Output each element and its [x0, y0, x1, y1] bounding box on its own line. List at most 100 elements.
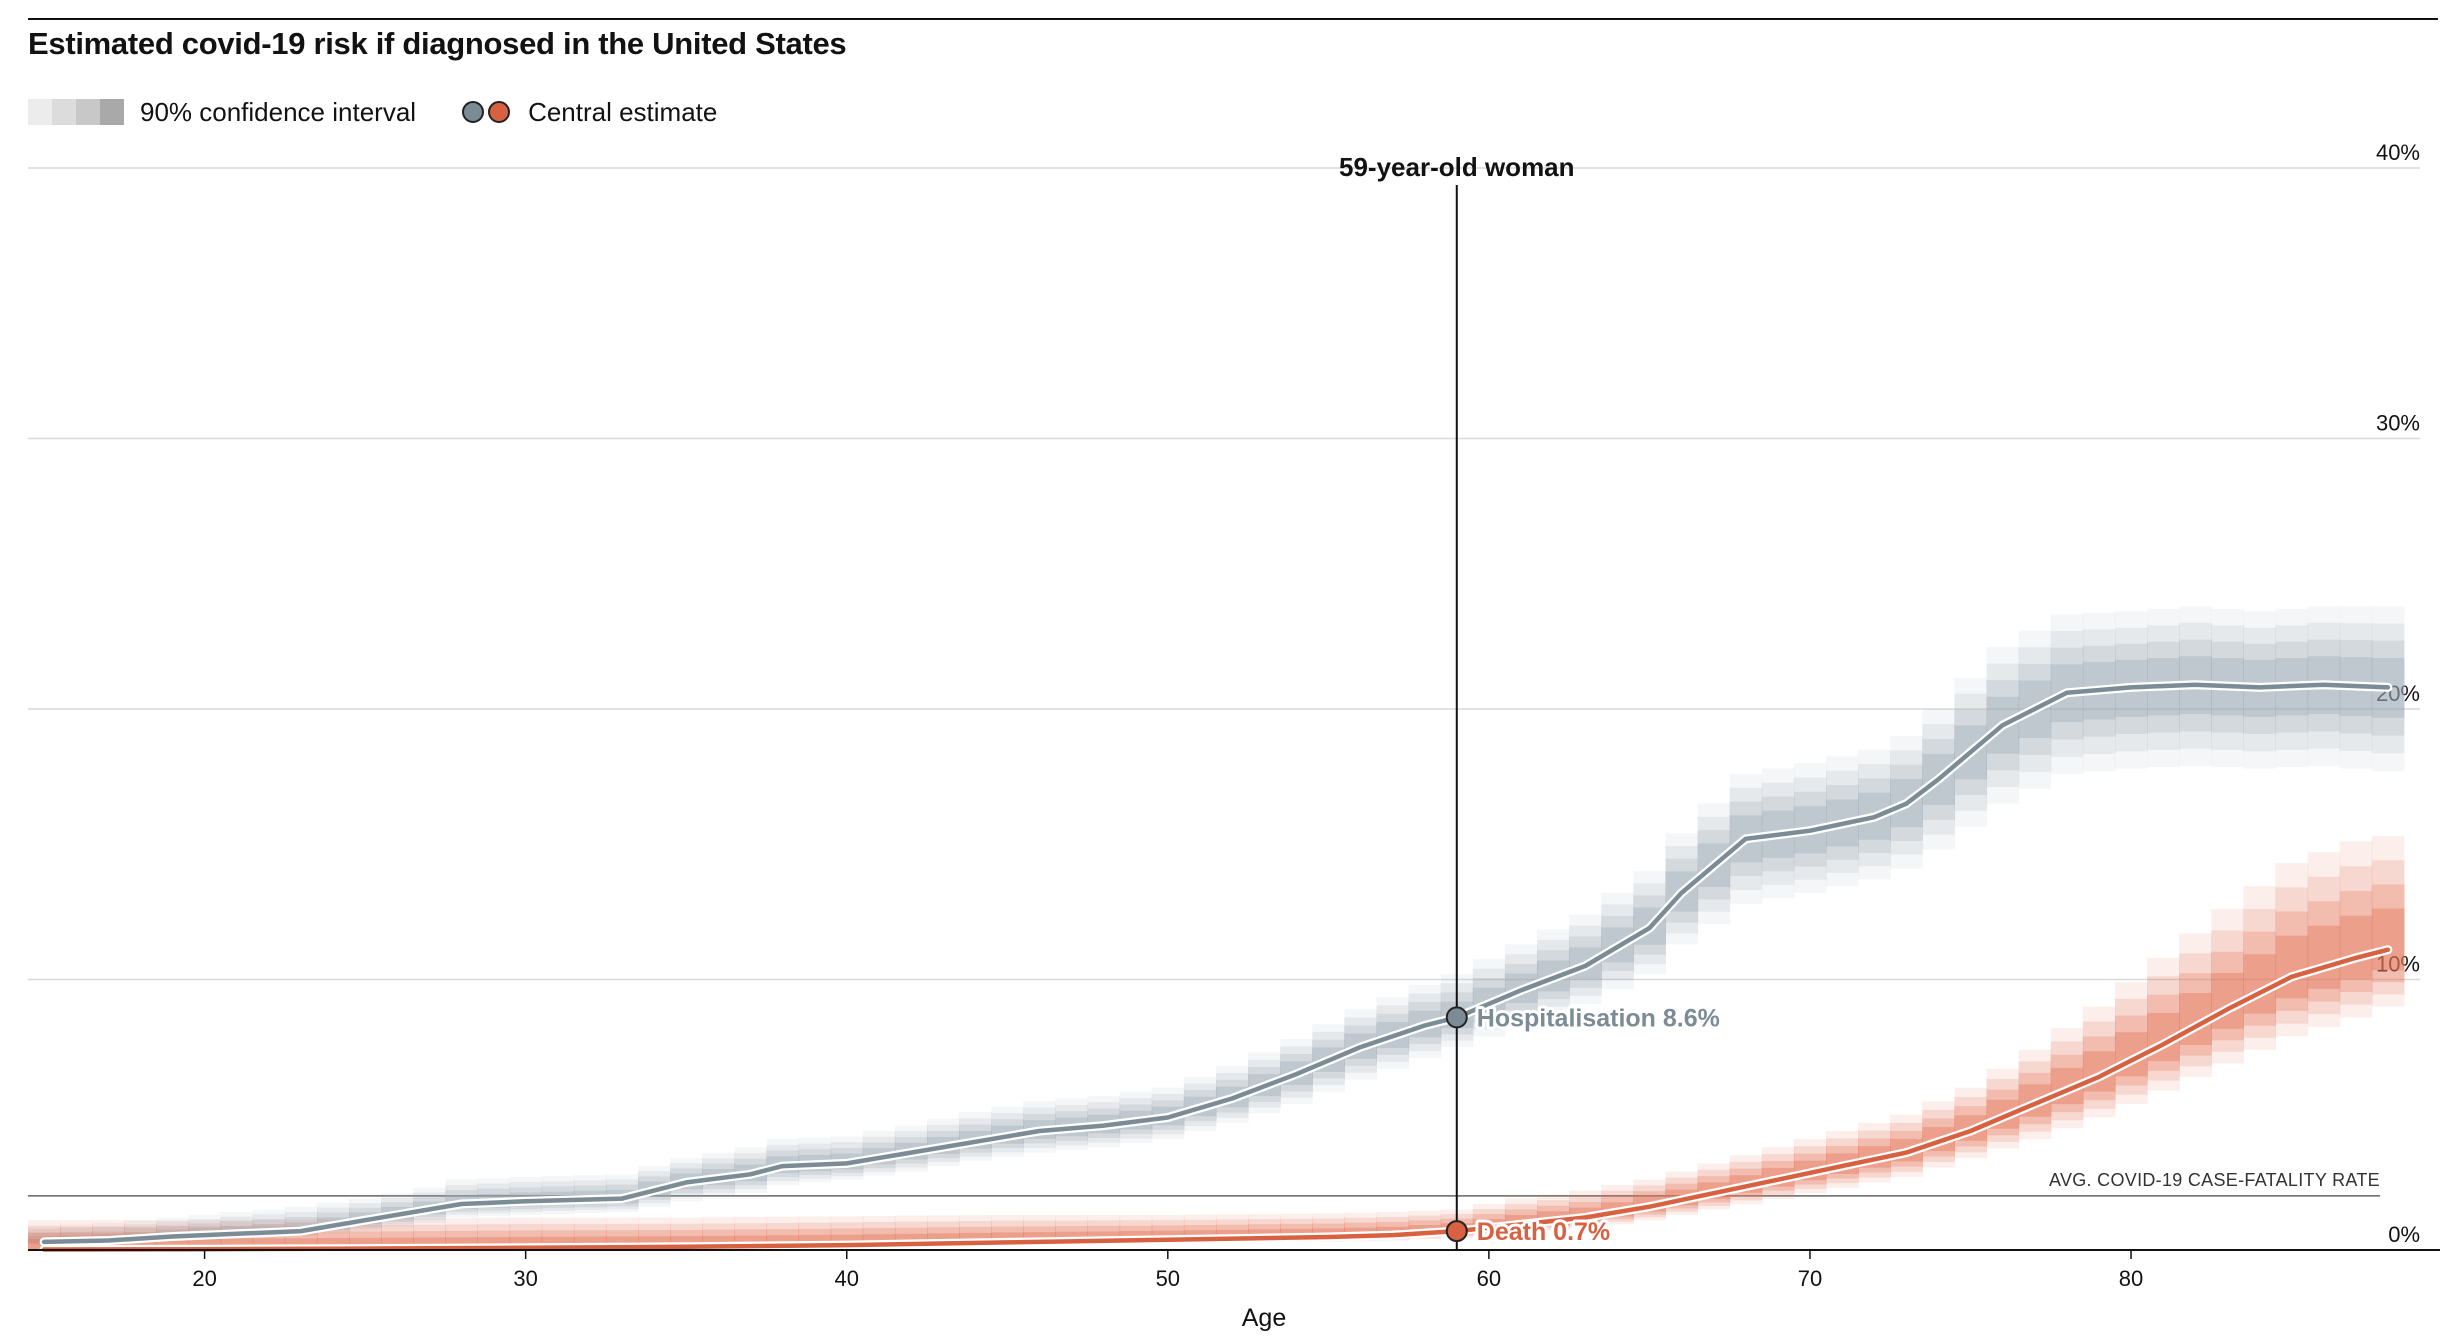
- ci-cell-hospitalisation: [477, 1178, 511, 1217]
- marker-points: Hospitalisation 8.6%Hospitalisation 8.6%…: [1445, 1001, 1723, 1249]
- ci-cell-death: [2371, 884, 2405, 983]
- x-tick-label: 40: [834, 1266, 858, 1291]
- ci-cell-death: [605, 1236, 639, 1248]
- ci-cell-death: [252, 1238, 286, 1250]
- ci-cell-death: [2243, 886, 2277, 1050]
- ci-cell-death: [2147, 976, 2180, 1081]
- ci-cell-death: [2147, 957, 2180, 1091]
- ci-cell-death: [2275, 887, 2309, 1024]
- y-tick-label: 10%: [2376, 952, 2420, 977]
- ci-cell-death: [638, 1236, 671, 1248]
- series-annotation-death: Death 0.7%: [1477, 1218, 1610, 1246]
- ci-cell-death: [2082, 1006, 2116, 1118]
- ci-cell-death: [2179, 953, 2212, 1067]
- ci-cell-death: [2179, 933, 2212, 1077]
- ci-cell-death: [2371, 836, 2405, 1007]
- ci-cell-death: [284, 1238, 318, 1250]
- legend-ci-label: 90% confidence interval: [140, 96, 417, 127]
- x-axis-title: Age: [1242, 1304, 1286, 1332]
- series-annotation-halo: Death 0.7%: [1477, 1218, 1610, 1246]
- y-tick-label: 30%: [2376, 411, 2420, 436]
- ci-cell-death: [2339, 841, 2373, 1018]
- series-annotation-hospitalisation: Hospitalisation 8.6%: [1477, 1004, 1720, 1032]
- ci-cell-death: [2114, 998, 2148, 1095]
- ci-cell-death: [2243, 931, 2277, 1026]
- central-estimate-swatch: [462, 101, 514, 123]
- ci-cell-death: [413, 1237, 446, 1249]
- reference-line-group: AVG. COVID-19 CASE-FATALITY RATE: [28, 1170, 2380, 1197]
- ci-cell-death: [2275, 935, 2309, 999]
- x-tick-label: 50: [1156, 1266, 1180, 1291]
- ci-cell-death: [2275, 911, 2309, 1012]
- ci-cell-death: [2307, 901, 2341, 1002]
- ci-cell-death: [2243, 908, 2277, 1038]
- confidence-interval-swatch: [28, 99, 124, 125]
- ci-cell-death: [2114, 982, 2148, 1104]
- ci-cell-death: [349, 1237, 382, 1249]
- ci-cell-death: [2339, 866, 2373, 1005]
- series-line-death: [41, 947, 2391, 1252]
- ci-cell-death: [188, 1238, 222, 1250]
- y-tick-label: 0%: [2388, 1222, 2420, 1247]
- ci-cell-death: [2339, 915, 2373, 980]
- ci-cell-death: [220, 1238, 254, 1250]
- ci-cell-death: [2211, 951, 2244, 1041]
- ci-cell-hospitalisation: [573, 1175, 607, 1214]
- gridlines: 0%10%20%30%40%: [28, 140, 2420, 1247]
- ci-cell-death: [862, 1234, 896, 1246]
- ci-cell-death: [2050, 1028, 2084, 1129]
- ci-cell-hospitalisation: [445, 1179, 479, 1218]
- ci-cell-death: [573, 1236, 607, 1248]
- ci-cell-death: [798, 1234, 832, 1247]
- ci-cell-death: [477, 1237, 511, 1249]
- x-axis: Age 20 30 40 50 60 70 80: [28, 1249, 2440, 1332]
- ci-cell-death: [670, 1236, 703, 1248]
- ci-cell-death: [734, 1235, 767, 1247]
- ci-cell-hospitalisation: [541, 1176, 575, 1214]
- y-tick-label: 40%: [2376, 140, 2420, 165]
- ci-cell-death: [2211, 909, 2244, 1064]
- ci-cell-death: [2050, 1041, 2084, 1121]
- marker-label: 59-year-old woman: [1339, 152, 1575, 182]
- marker-point-death: [1445, 1220, 1468, 1243]
- x-tick-label: 20: [192, 1266, 216, 1291]
- ci-cell-death: [156, 1238, 190, 1250]
- ci-cell-death: [2147, 994, 2180, 1071]
- x-tick-label: 80: [2119, 1266, 2143, 1291]
- age-marker: 59-year-old woman: [1339, 152, 1575, 1250]
- x-tick-label: 60: [1477, 1266, 1501, 1291]
- reference-line-label: AVG. COVID-19 CASE-FATALITY RATE: [2049, 1170, 2380, 1190]
- ci-cell-death: [2082, 1021, 2116, 1109]
- ci-cell-death: [2307, 852, 2341, 1027]
- ci-cell-death: [2371, 908, 2405, 971]
- ci-cell-hospitalisation: [509, 1176, 543, 1215]
- ci-cell-death: [2307, 925, 2341, 989]
- legend-dot-hospitalisation: [462, 101, 485, 123]
- ci-cell-death: [2179, 973, 2212, 1056]
- ci-cell-death: [509, 1236, 543, 1249]
- ci-cell-death: [2307, 876, 2341, 1015]
- ci-cell-death: [702, 1235, 735, 1248]
- ci-cell-death: [2339, 890, 2373, 993]
- ci-cell-death: [316, 1238, 350, 1250]
- ci-cell-death: [541, 1236, 575, 1249]
- ci-cell-death: [2371, 860, 2405, 995]
- ci-cell-death: [894, 1233, 928, 1245]
- marker-point-hospitalisation: [1445, 1006, 1468, 1029]
- x-tick-label: 70: [1798, 1266, 1822, 1291]
- ci-cell-death: [124, 1238, 157, 1250]
- top-rule: [28, 18, 2438, 20]
- ci-cell-death: [2275, 863, 2309, 1037]
- ci-cell-death: [927, 1233, 960, 1245]
- ci-cell-death: [830, 1234, 864, 1246]
- series-lines: [39, 680, 2393, 1254]
- x-tick-label: 30: [513, 1266, 537, 1291]
- legend-dot-death: [488, 101, 511, 123]
- ci-cell-death: [2211, 930, 2244, 1052]
- legend-central-label: Central estimate: [528, 96, 718, 127]
- chart-title: Estimated covid-19 risk if diagnosed in …: [28, 26, 847, 61]
- series-annotation-halo: Hospitalisation 8.6%: [1477, 1004, 1720, 1032]
- ci-cell-death: [766, 1235, 800, 1247]
- ci-cell-death: [381, 1237, 414, 1249]
